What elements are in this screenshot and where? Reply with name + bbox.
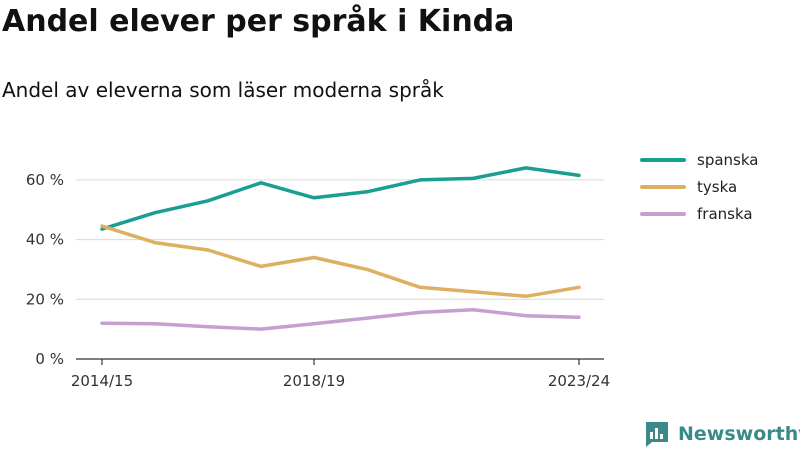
y-tick-label: 20 % — [26, 290, 64, 308]
legend-label-tyska: tyska — [697, 178, 737, 196]
y-tick-label: 40 % — [26, 231, 64, 249]
y-tick-label: 60 % — [26, 171, 64, 189]
y-tick-label: 0 % — [35, 350, 64, 368]
page-title: Andel elever per språk i Kinda — [2, 4, 515, 39]
series-line-tyska — [100, 224, 581, 299]
legend: spanska tyska franska — [640, 151, 758, 223]
x-tick-label: 2014/15 — [71, 372, 133, 390]
series-line-spanska — [100, 166, 581, 231]
legend-label-franska: franska — [697, 205, 753, 223]
x-axis: 2014/15 2018/19 2023/24 — [71, 358, 610, 390]
x-tick-label: 2023/24 — [548, 372, 610, 390]
legend-label-spanska: spanska — [697, 151, 758, 169]
newsworthy-logo-icon — [646, 422, 668, 447]
grid-lines: 0 % 20 % 40 % 60 % — [26, 171, 604, 368]
brand-name: Newsworthy — [678, 423, 800, 445]
page-subtitle: Andel av eleverna som läser moderna språ… — [2, 78, 444, 102]
brand-logo[interactable]: Newsworthy — [644, 420, 800, 448]
series-lines — [100, 166, 581, 331]
x-tick-label: 2018/19 — [283, 372, 345, 390]
series-line-franska — [100, 307, 581, 331]
